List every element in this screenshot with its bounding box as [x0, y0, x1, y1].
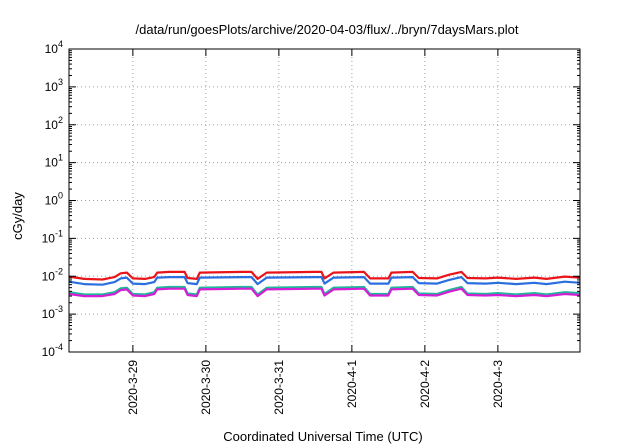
y-tick-exponent: -3 — [55, 304, 63, 314]
y-tick-base: 10 — [45, 42, 59, 56]
y-tick-label: 102 — [45, 115, 63, 132]
x-tick-label: 2020-4-1 — [345, 360, 359, 408]
series-line — [68, 276, 581, 286]
x-tick-label: 2020-4-3 — [491, 360, 505, 408]
y-tick-label: 101 — [45, 153, 63, 170]
series-line — [68, 285, 581, 296]
y-tick-label: 10-2 — [42, 266, 63, 283]
x-axis-label: Coordinated Universal Time (UTC) — [223, 429, 422, 444]
y-tick-exponent: -2 — [55, 266, 63, 276]
series-lines — [68, 270, 581, 298]
y-axis-label: cGy/day — [10, 192, 25, 240]
y-tick-base: 10 — [45, 80, 59, 94]
x-tick-label: 2020-3-30 — [199, 360, 213, 415]
y-tick-exponent: 2 — [58, 115, 63, 125]
chart-title: /data/run/goesPlots/archive/2020-04-03/f… — [136, 22, 519, 37]
y-tick-base: 10 — [45, 156, 59, 170]
y-tick-exponent: 1 — [58, 153, 63, 163]
y-tick-label: 104 — [45, 39, 63, 56]
x-tick-label: 2020-3-29 — [126, 360, 140, 415]
y-tick-exponent: 3 — [58, 77, 63, 87]
y-tick-exponent: -4 — [55, 342, 63, 352]
y-tick-base: 10 — [42, 345, 56, 359]
y-tick-base: 10 — [42, 307, 56, 321]
x-tick-label: 2020-4-2 — [418, 360, 432, 408]
y-tick-label: 10-1 — [42, 228, 63, 245]
grid-lines — [69, 49, 580, 352]
y-tick-label: 10-4 — [42, 342, 63, 359]
y-tick-exponent: 4 — [58, 39, 63, 49]
y-tick-base: 10 — [45, 118, 59, 132]
y-tick-base: 10 — [45, 194, 59, 208]
y-tick-label: 103 — [45, 77, 63, 94]
x-tick-label: 2020-3-31 — [272, 360, 286, 415]
y-tick-base: 10 — [42, 231, 56, 245]
x-tick-labels: 2020-3-29 2020-3-30 2020-3-31 2020-4-1 2020-… — [126, 360, 505, 415]
y-tick-exponent: -1 — [55, 228, 63, 238]
axis-ticks — [69, 48, 580, 353]
y-tick-base: 10 — [42, 269, 56, 283]
y-tick-exponent: 0 — [58, 191, 63, 201]
y-tick-label: 10-3 — [42, 304, 63, 321]
series-line — [68, 287, 581, 298]
series-line — [68, 270, 581, 281]
y-tick-label: 100 — [45, 191, 63, 208]
